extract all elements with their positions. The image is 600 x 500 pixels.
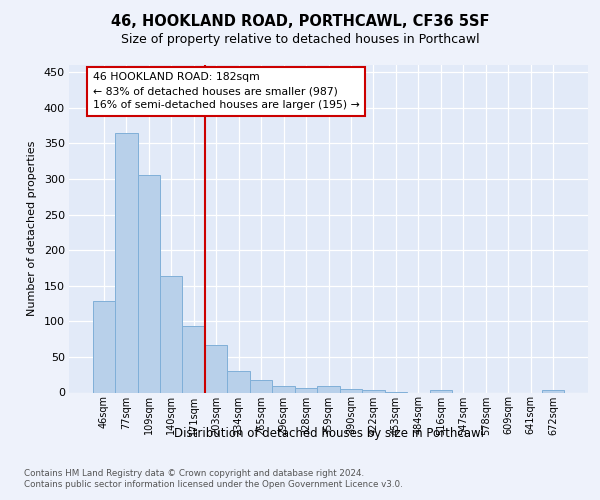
- Bar: [115, 132, 137, 392]
- Text: 46, HOOKLAND ROAD, PORTHCAWL, CF36 5SF: 46, HOOKLAND ROAD, PORTHCAWL, CF36 5SF: [111, 14, 489, 29]
- Bar: [92, 302, 115, 392]
- Bar: [272, 386, 295, 392]
- Bar: [542, 390, 565, 392]
- Bar: [430, 390, 452, 392]
- Bar: [137, 176, 160, 392]
- Text: Contains public sector information licensed under the Open Government Licence v3: Contains public sector information licen…: [24, 480, 403, 489]
- Text: 46 HOOKLAND ROAD: 182sqm
← 83% of detached houses are smaller (987)
16% of semi-: 46 HOOKLAND ROAD: 182sqm ← 83% of detach…: [92, 72, 359, 110]
- Bar: [295, 388, 317, 392]
- Bar: [182, 326, 205, 392]
- Bar: [227, 371, 250, 392]
- Bar: [340, 389, 362, 392]
- Y-axis label: Number of detached properties: Number of detached properties: [27, 141, 37, 316]
- Text: Size of property relative to detached houses in Porthcawl: Size of property relative to detached ho…: [121, 32, 479, 46]
- Text: Distribution of detached houses by size in Porthcawl: Distribution of detached houses by size …: [174, 428, 484, 440]
- Text: Contains HM Land Registry data © Crown copyright and database right 2024.: Contains HM Land Registry data © Crown c…: [24, 469, 364, 478]
- Bar: [362, 390, 385, 392]
- Bar: [160, 276, 182, 392]
- Bar: [250, 380, 272, 392]
- Bar: [205, 345, 227, 393]
- Bar: [317, 386, 340, 392]
